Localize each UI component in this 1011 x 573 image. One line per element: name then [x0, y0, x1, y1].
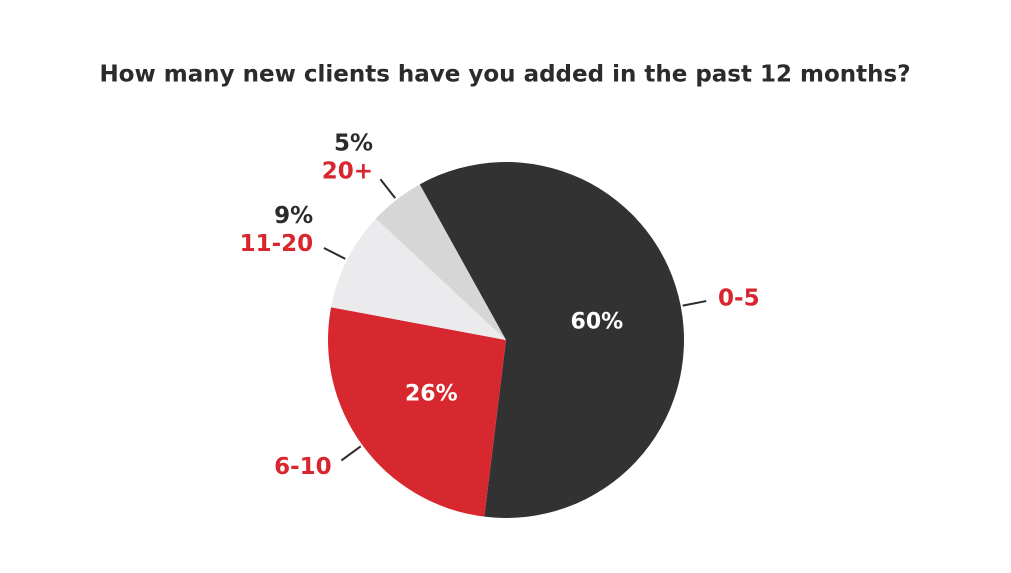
value-label: 60% [571, 309, 624, 334]
value-label: 26% [405, 382, 458, 407]
value-label: 5% [334, 130, 373, 156]
pie-slice [331, 218, 506, 340]
chart-title: How many new clients have you added in t… [99, 62, 910, 88]
value-label: 9% [274, 203, 313, 229]
leader-line [323, 247, 346, 260]
category-label: 0-5 [718, 285, 760, 311]
pie-slice [419, 161, 685, 518]
category-label: 11-20 [240, 231, 314, 257]
leader-line [340, 445, 362, 462]
pie-slice [328, 307, 506, 517]
category-label: 20+ [322, 158, 373, 184]
leader-line [682, 300, 707, 307]
category-label: 6-10 [274, 454, 332, 480]
leader-line [379, 178, 396, 199]
pie-slice [375, 184, 506, 340]
